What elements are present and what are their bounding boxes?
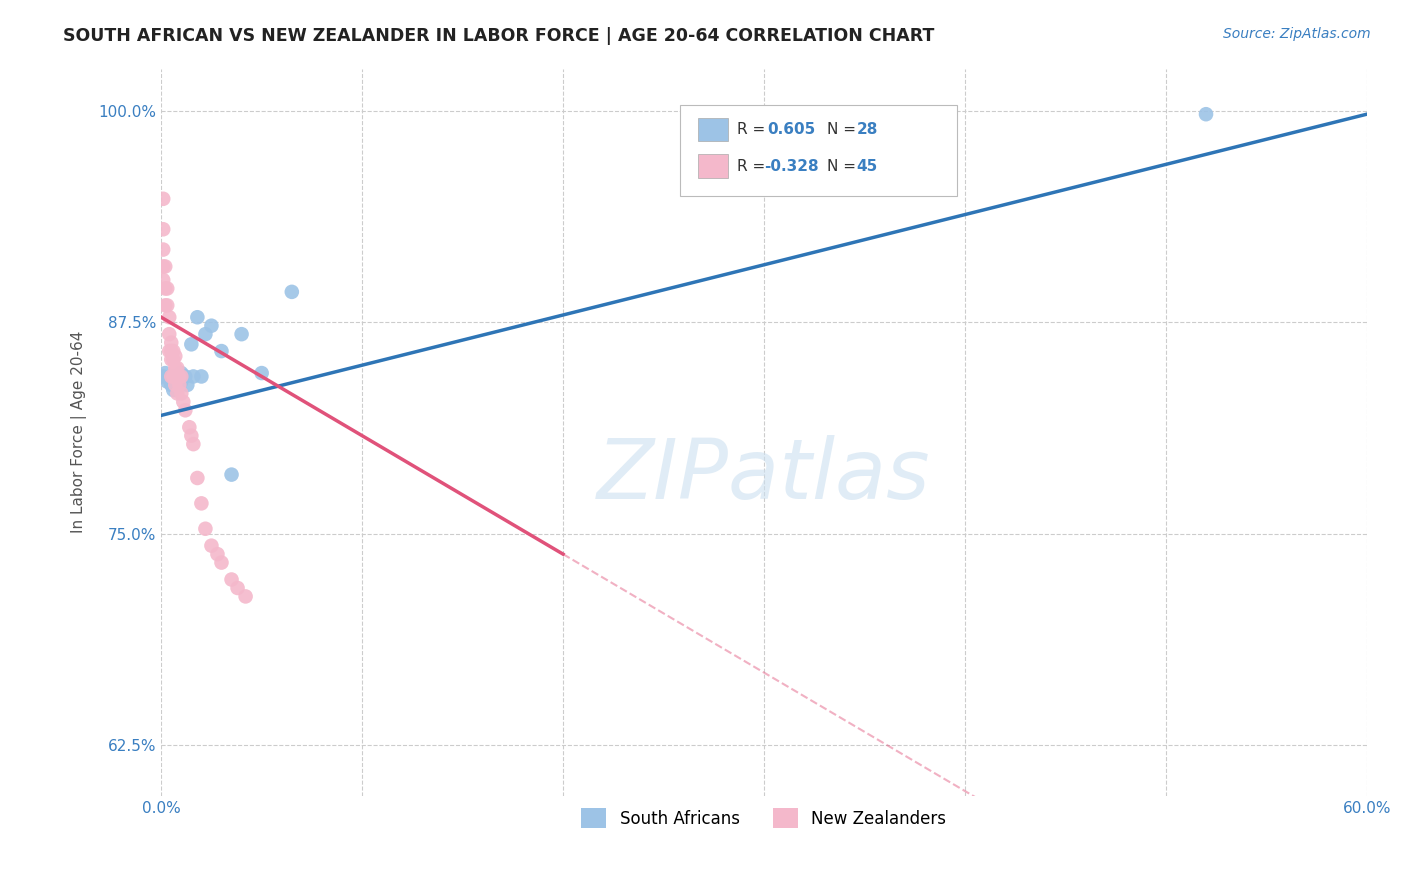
Point bbox=[155, 366, 177, 380]
Point bbox=[176, 378, 198, 392]
Point bbox=[226, 581, 249, 595]
Point bbox=[170, 375, 193, 389]
Point bbox=[157, 310, 180, 325]
Text: 0.605: 0.605 bbox=[768, 122, 815, 137]
Text: 45: 45 bbox=[856, 159, 879, 174]
Text: N =: N = bbox=[827, 122, 860, 137]
Point bbox=[172, 369, 194, 384]
Text: -0.328: -0.328 bbox=[763, 159, 818, 174]
Point bbox=[211, 344, 233, 359]
Point bbox=[157, 344, 180, 359]
Point bbox=[183, 437, 205, 451]
Point bbox=[194, 327, 217, 342]
Point bbox=[200, 318, 222, 333]
Point bbox=[172, 395, 194, 409]
Point bbox=[166, 369, 188, 384]
Point bbox=[165, 349, 187, 363]
Point bbox=[512, 886, 534, 892]
Point bbox=[156, 298, 179, 312]
Point bbox=[221, 467, 243, 482]
Point bbox=[162, 344, 184, 359]
Point bbox=[235, 590, 257, 604]
Point bbox=[194, 522, 217, 536]
Point bbox=[166, 361, 188, 376]
Point bbox=[157, 327, 180, 342]
Point bbox=[165, 369, 187, 384]
Point bbox=[221, 573, 243, 587]
Point bbox=[169, 378, 191, 392]
Text: R =: R = bbox=[738, 159, 770, 174]
Point bbox=[186, 310, 208, 325]
Point bbox=[160, 369, 183, 384]
Point bbox=[250, 366, 273, 380]
Point bbox=[170, 369, 193, 384]
Point bbox=[162, 369, 184, 384]
Point bbox=[156, 281, 179, 295]
Point bbox=[1195, 107, 1218, 121]
Point bbox=[190, 369, 212, 384]
Point bbox=[165, 361, 187, 376]
Point bbox=[162, 375, 184, 389]
Legend: South Africans, New Zealanders: South Africans, New Zealanders bbox=[575, 801, 953, 835]
Point bbox=[190, 496, 212, 510]
Point bbox=[162, 383, 184, 397]
Point bbox=[281, 285, 304, 299]
Point bbox=[160, 344, 183, 359]
Point bbox=[166, 386, 188, 401]
Point bbox=[174, 403, 197, 417]
Point bbox=[160, 335, 183, 350]
Point bbox=[174, 369, 197, 384]
Point bbox=[231, 327, 253, 342]
Text: ZIPatlas: ZIPatlas bbox=[598, 435, 931, 516]
Point bbox=[186, 471, 208, 485]
Point bbox=[179, 420, 201, 434]
FancyBboxPatch shape bbox=[697, 154, 728, 178]
Point bbox=[160, 369, 183, 384]
Text: Source: ZipAtlas.com: Source: ZipAtlas.com bbox=[1223, 27, 1371, 41]
Point bbox=[152, 369, 174, 384]
Y-axis label: In Labor Force | Age 20-64: In Labor Force | Age 20-64 bbox=[72, 331, 87, 533]
Point bbox=[152, 273, 174, 287]
Point bbox=[160, 352, 183, 367]
Point bbox=[155, 298, 177, 312]
Point bbox=[170, 386, 193, 401]
Point bbox=[157, 371, 180, 385]
Point bbox=[155, 260, 177, 274]
Point bbox=[180, 428, 202, 442]
Point bbox=[170, 366, 193, 380]
Text: R =: R = bbox=[738, 122, 770, 137]
Point bbox=[169, 369, 191, 384]
Text: SOUTH AFRICAN VS NEW ZEALANDER IN LABOR FORCE | AGE 20-64 CORRELATION CHART: SOUTH AFRICAN VS NEW ZEALANDER IN LABOR … bbox=[63, 27, 935, 45]
Point bbox=[152, 260, 174, 274]
Point bbox=[155, 281, 177, 295]
FancyBboxPatch shape bbox=[697, 118, 728, 141]
Point bbox=[207, 547, 229, 561]
Point bbox=[200, 539, 222, 553]
Text: N =: N = bbox=[827, 159, 860, 174]
Point bbox=[183, 369, 205, 384]
Point bbox=[166, 369, 188, 384]
Point bbox=[180, 337, 202, 351]
Point bbox=[162, 352, 184, 367]
Point bbox=[165, 378, 187, 392]
Point bbox=[152, 243, 174, 257]
Point bbox=[211, 556, 233, 570]
Point bbox=[160, 378, 183, 392]
Text: 28: 28 bbox=[856, 122, 879, 137]
Point bbox=[152, 222, 174, 236]
Point bbox=[169, 378, 191, 392]
FancyBboxPatch shape bbox=[679, 105, 957, 196]
Point bbox=[156, 375, 179, 389]
Point bbox=[152, 192, 174, 206]
